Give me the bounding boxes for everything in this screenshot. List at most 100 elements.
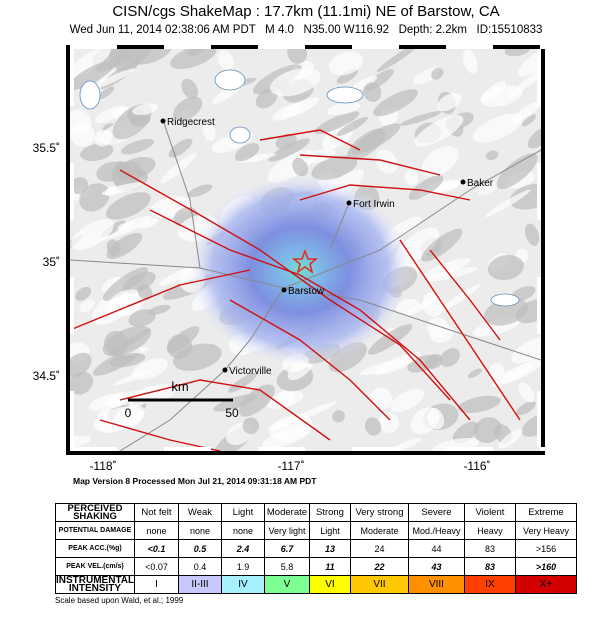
place-label: Ridgecrest — [167, 117, 215, 128]
ridge — [102, 267, 148, 301]
legend-cell: 83 — [463, 539, 516, 558]
ridge — [521, 114, 537, 127]
legend-cell: Moderate — [263, 503, 310, 522]
ridge — [452, 421, 479, 444]
ridge — [422, 291, 443, 317]
legend-cell: IX — [463, 575, 516, 594]
ridge — [350, 75, 378, 92]
ridge — [328, 51, 364, 76]
place-dot — [460, 179, 466, 185]
ridge — [102, 325, 152, 357]
legend-cell: >156 — [514, 539, 577, 558]
frame-tick — [537, 277, 541, 334]
ridge — [496, 153, 538, 189]
ridge — [487, 254, 524, 281]
legend-cell: >160 — [514, 557, 577, 576]
lon-label: -117˚ — [277, 459, 304, 473]
ridge — [137, 218, 159, 229]
ridge — [97, 86, 115, 100]
ridge — [170, 49, 217, 70]
ridge — [427, 317, 448, 338]
ridge — [70, 371, 94, 395]
ridge — [292, 157, 309, 177]
ridge — [408, 175, 444, 200]
legend-cell: 22 — [349, 557, 409, 576]
ridge — [351, 123, 401, 155]
ridge — [467, 368, 483, 379]
ridge — [101, 182, 144, 196]
ridge — [498, 429, 523, 449]
ridge — [113, 404, 145, 430]
legend-row: POTENTIAL DAMAGE none none none Very light Li… — [55, 521, 577, 540]
ridge — [268, 138, 310, 162]
ridge — [373, 89, 418, 117]
legend-cell: 43 — [407, 557, 465, 576]
ridge — [187, 184, 213, 198]
legend-row: PEAK VEL.(cm/s) <0.07 0.4 1.9 5.8 11 22 43 83 >16… — [55, 557, 577, 576]
ridge — [511, 334, 541, 364]
citation: Scale based upon Wald, et al.; 1999 — [55, 596, 184, 605]
lakes — [79, 69, 520, 307]
ridge — [275, 133, 297, 150]
footer-note: Map Version 8 Processed Mon Jul 21, 2014… — [73, 476, 317, 486]
ridge — [424, 267, 478, 282]
legend-cell: Mod./Heavy — [407, 521, 465, 540]
ridge — [491, 362, 533, 387]
ridge — [75, 286, 92, 301]
legend-cell: V — [263, 575, 310, 594]
ridge — [113, 369, 153, 386]
frame-tick — [70, 49, 74, 106]
lat-label: 35.5˚ — [33, 141, 60, 155]
place-dot — [346, 200, 352, 206]
frame-tick — [537, 391, 541, 448]
legend-cell: 83 — [463, 557, 516, 576]
ridge — [213, 394, 257, 412]
intensity-legend: PERCEIVED SHAKING Not felt Weak Light Modera… — [55, 503, 577, 594]
legend-cell: <0.1 — [133, 539, 179, 558]
ridge — [181, 78, 198, 99]
ridge — [425, 353, 443, 369]
ridge — [70, 219, 114, 251]
ridge — [462, 49, 478, 74]
legend-cell: Severe — [407, 503, 465, 522]
frame-tick — [258, 447, 305, 451]
ridge — [267, 413, 306, 431]
legend-cell: 0.5 — [177, 539, 222, 558]
ridge — [478, 180, 499, 195]
legend-cell: 11 — [308, 557, 351, 576]
ridge — [202, 122, 216, 142]
place-label: Baker — [467, 178, 494, 189]
legend-row: INSTRUMENTAL INTENSITY I II-III IV V VI VII VII… — [55, 575, 577, 594]
legend-cell: none — [220, 521, 265, 540]
legend-cell: 6.7 — [263, 539, 310, 558]
legend-cell: VIII — [407, 575, 465, 594]
frame-tick — [540, 45, 587, 49]
ridge — [79, 299, 95, 313]
ridge — [364, 417, 382, 436]
legend-cell: II-III — [177, 575, 222, 594]
legend-cell: 5.8 — [263, 557, 310, 576]
ridge — [109, 352, 146, 368]
ridge — [484, 297, 529, 326]
ridge — [287, 49, 307, 64]
frame-tick — [258, 45, 305, 49]
row-header: PEAK VEL.(cm/s) — [55, 557, 135, 576]
ridge — [369, 387, 393, 410]
ridge — [427, 407, 445, 430]
ridge — [516, 401, 536, 416]
ridge — [107, 289, 145, 317]
legend-cell: <0.07 — [133, 557, 179, 576]
frame-tick — [164, 45, 211, 49]
row-header: PERCEIVED SHAKING — [55, 503, 135, 522]
frame-tick — [70, 391, 74, 448]
ridge — [166, 326, 200, 353]
legend-cell: 13 — [308, 539, 351, 558]
ridge — [332, 410, 345, 423]
ridge — [70, 177, 89, 195]
legend-cell: 1.9 — [220, 557, 265, 576]
ridge — [70, 60, 116, 91]
frame-tick — [537, 49, 541, 106]
legend-cell: Heavy — [463, 521, 516, 540]
